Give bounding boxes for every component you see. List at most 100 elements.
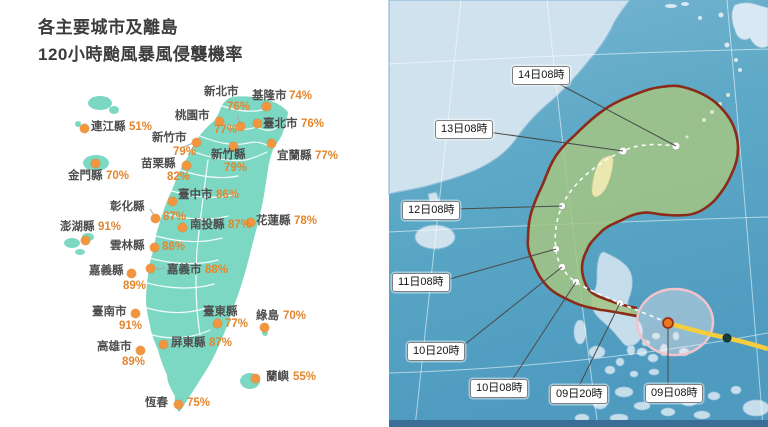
city-pct: 89% <box>122 356 146 368</box>
city-label: 高雄市 <box>97 341 132 353</box>
city-pct: 77% <box>225 318 249 330</box>
city-pct: 74% <box>289 90 313 102</box>
city-marker <box>177 222 187 232</box>
city-label: 桃園市 <box>175 110 210 122</box>
china-mainland <box>388 0 631 195</box>
city-pct: 78% <box>294 215 318 227</box>
city-marker <box>261 101 271 111</box>
city-marker <box>145 263 155 273</box>
map-bottom-edge <box>389 420 768 427</box>
city-marker <box>167 196 177 206</box>
wind-radius-circle <box>635 287 715 357</box>
small-islands <box>665 2 742 72</box>
city-pct: 88% <box>162 241 186 253</box>
city-marker <box>228 141 238 151</box>
city-label: 苗栗縣 <box>141 158 176 170</box>
time-label-connectors <box>445 83 677 387</box>
city-marker <box>158 339 168 349</box>
city-marker <box>250 373 260 383</box>
forecast-track-dashed <box>554 143 677 324</box>
city-pct: 76% <box>227 101 251 113</box>
city-pct: 86% <box>216 189 240 201</box>
city-pct: 51% <box>129 121 153 133</box>
city-label: 南投縣 <box>190 219 225 231</box>
city-label: 屏東縣 <box>171 337 206 349</box>
city-marker <box>149 242 159 252</box>
city-pct: 77% <box>315 150 339 162</box>
city-pct: 87% <box>228 219 252 231</box>
kyushu <box>731 2 768 48</box>
city-label: 新北市 <box>204 86 239 98</box>
taiwan-probability-map <box>64 96 288 413</box>
city-marker <box>150 213 160 223</box>
city-label: 彰化縣 <box>110 201 145 213</box>
city-marker <box>245 217 255 227</box>
city-pct: 79% <box>224 162 248 174</box>
city-pct: 91% <box>119 320 143 332</box>
city-marker <box>212 318 222 328</box>
city-marker <box>90 158 100 168</box>
city-pct: 91% <box>98 221 122 233</box>
city-label: 澎湖縣 <box>60 221 95 233</box>
city-marker <box>135 345 145 355</box>
city-label: 臺南市 <box>92 306 127 318</box>
time-label: 12日08時 <box>402 201 461 221</box>
taiwan-island-small <box>591 155 614 198</box>
city-label: 新竹縣 <box>211 149 246 161</box>
county-borders <box>146 105 277 339</box>
taiwan-island <box>146 96 288 413</box>
city-pct: 87% <box>209 337 233 349</box>
landmasses <box>388 0 768 423</box>
city-label: 金門縣 <box>68 170 103 182</box>
city-label: 嘉義市 <box>167 264 202 276</box>
city-marker <box>259 322 269 332</box>
track-forecast-panel: 14日08時 13日08時 12日08時 11日08時 10日20時 10日08… <box>384 0 768 427</box>
city-label: 恆春 <box>145 397 168 409</box>
city-label: 連江縣 <box>91 121 126 133</box>
title-line1: 各主要城市及離島 <box>38 18 178 37</box>
city-marker <box>130 308 140 318</box>
city-label: 基隆市 <box>252 90 287 102</box>
city-label: 蘭嶼 <box>266 371 289 383</box>
time-label: 09日20時 <box>550 385 609 405</box>
strike-probability-panel: 各主要城市及離島 120小時颱風暴風侵襲機率 <box>38 18 339 413</box>
city-pct: 70% <box>106 170 130 182</box>
city-pct: 76% <box>301 118 325 130</box>
city-marker <box>266 138 276 148</box>
city-label: 宜蘭縣 <box>277 150 312 162</box>
city-marker <box>80 235 90 245</box>
city-marker <box>126 268 136 278</box>
time-label: 13日08時 <box>435 120 494 140</box>
city-marker <box>181 160 191 170</box>
time-label: 11日08時 <box>392 273 450 293</box>
city-pct: 88% <box>205 264 229 276</box>
past-position-marker <box>722 333 732 343</box>
city-label: 綠島 <box>256 310 279 322</box>
city-pct: 75% <box>187 397 211 409</box>
city-label: 花蓮縣 <box>256 215 291 227</box>
current-position-marker <box>662 317 674 329</box>
city-pct: 79% <box>173 146 197 158</box>
city-label: 嘉義縣 <box>89 265 124 277</box>
city-pct: 77% <box>214 124 238 136</box>
forecast-cone-fill <box>527 85 738 316</box>
city-marker <box>191 137 201 147</box>
city-label: 臺中市 <box>178 189 213 201</box>
ryukyu-islets <box>685 93 730 139</box>
city-label: 臺北市 <box>263 118 298 130</box>
city-label: 新竹市 <box>152 132 187 144</box>
city-pct: 87% <box>163 211 187 223</box>
city-marker <box>252 118 262 128</box>
time-label: 14日08時 <box>512 66 571 86</box>
city-marker <box>214 116 224 126</box>
forecast-cone-border <box>526 84 740 318</box>
time-label: 10日20時 <box>407 342 466 362</box>
time-label: 09日08時 <box>645 384 704 404</box>
city-pct: 55% <box>293 371 317 383</box>
luzon <box>590 251 643 347</box>
city-pct: 82% <box>167 171 191 183</box>
city-pct: 70% <box>283 310 307 322</box>
title-line2: 120小時颱風暴風侵襲機率 <box>38 45 243 65</box>
city-pct: 89% <box>123 280 147 292</box>
